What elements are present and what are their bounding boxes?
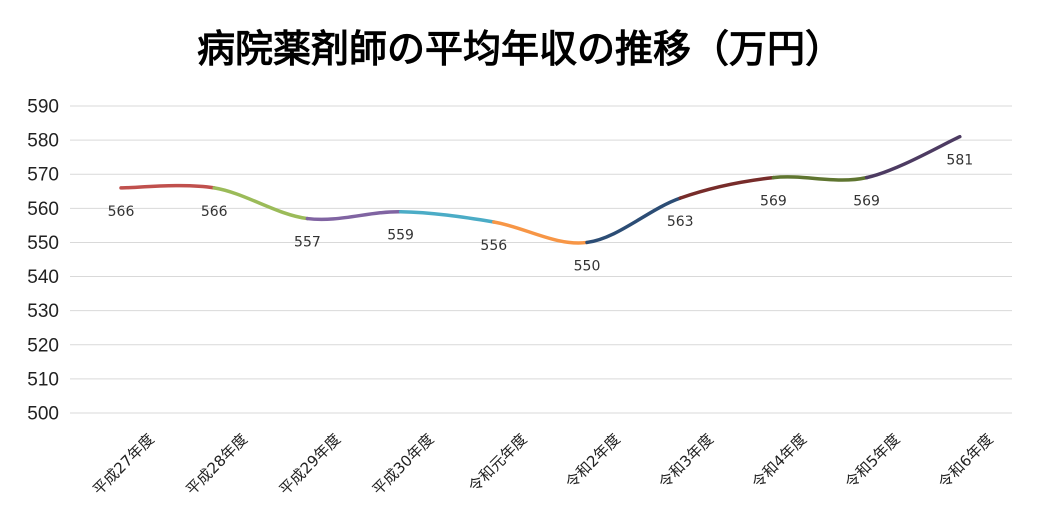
line-segment (585, 196, 682, 245)
line-segment (771, 175, 869, 182)
data-label: 581 (946, 153, 973, 169)
y-tick-label: 580 (27, 131, 59, 152)
line-segment (212, 186, 310, 221)
y-tick-label: 500 (27, 404, 59, 425)
x-tick-label: 令和6年度 (935, 430, 997, 492)
line-segment (398, 209, 496, 224)
y-axis-ticks: 500 510 520 530 540 550 560 570 580 590 (27, 97, 59, 425)
x-tick-label: 平成27年度 (89, 430, 158, 499)
data-label: 559 (387, 228, 414, 244)
y-tick-label: 590 (27, 97, 59, 118)
line-segment (864, 134, 962, 180)
x-axis-ticks: 平成27年度 平成28年度 平成29年度 平成30年度 令和元年度 令和2年度 令和3年度令… (89, 430, 996, 499)
x-tick-label: 平成30年度 (369, 430, 438, 499)
y-tick-label: 560 (27, 199, 59, 220)
line-segment (119, 183, 216, 190)
x-tick-label: 令和2年度 (562, 430, 624, 492)
x-tick-label: 平成28年度 (182, 430, 251, 499)
y-tick-label: 530 (27, 301, 59, 322)
y-tick-label: 510 (27, 369, 59, 390)
x-tick-label: 平成29年度 (276, 430, 345, 499)
data-label: 563 (667, 214, 694, 230)
data-label: 566 (201, 204, 228, 220)
line-segment (678, 175, 776, 200)
line-segment (305, 209, 403, 222)
x-tick-label: 令和3年度 (655, 430, 717, 492)
y-tick-label: 520 (27, 335, 59, 356)
series-line (119, 134, 962, 245)
x-tick-label: 令和4年度 (748, 430, 810, 492)
data-label: 569 (853, 194, 880, 210)
y-tick-label: 540 (27, 267, 59, 288)
data-label: 557 (294, 235, 321, 251)
x-tick-label: 令和元年度 (465, 430, 531, 496)
line-segment (492, 220, 589, 245)
data-labels: 566 566 557 559 556 550 563 569 569 581 (108, 153, 974, 275)
y-tick-label: 550 (27, 233, 59, 254)
data-label: 556 (480, 238, 507, 254)
y-tick-label: 570 (27, 165, 59, 186)
x-tick-label: 令和5年度 (842, 430, 904, 492)
chart-title: 病院薬剤師の平均年収の推移（万円） (197, 27, 843, 71)
gridlines (70, 105, 1012, 414)
data-label: 550 (574, 258, 601, 274)
data-label: 569 (760, 194, 787, 210)
data-label: 566 (108, 204, 135, 220)
